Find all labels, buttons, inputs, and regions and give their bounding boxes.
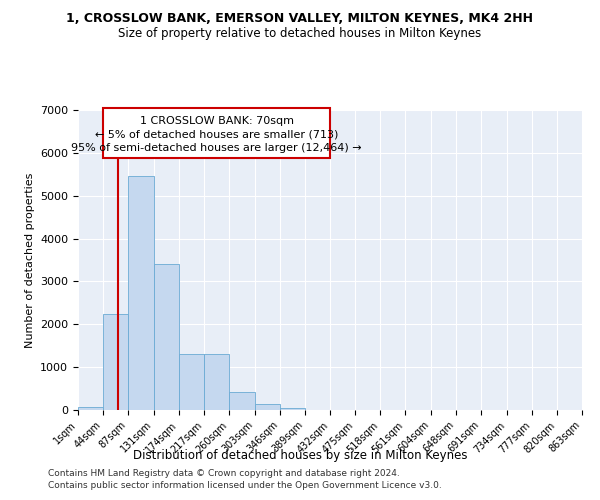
Bar <box>204 354 229 410</box>
Bar <box>254 404 280 410</box>
Bar <box>154 264 179 410</box>
Text: ← 5% of detached houses are smaller (713): ← 5% of detached houses are smaller (713… <box>95 129 338 139</box>
Text: Contains public sector information licensed under the Open Government Licence v3: Contains public sector information licen… <box>48 481 442 490</box>
Text: 1, CROSSLOW BANK, EMERSON VALLEY, MILTON KEYNES, MK4 2HH: 1, CROSSLOW BANK, EMERSON VALLEY, MILTON… <box>67 12 533 26</box>
Bar <box>78 406 103 410</box>
Y-axis label: Number of detached properties: Number of detached properties <box>25 172 35 348</box>
Bar <box>128 176 154 410</box>
Text: Contains HM Land Registry data © Crown copyright and database right 2024.: Contains HM Land Registry data © Crown c… <box>48 468 400 477</box>
Text: Distribution of detached houses by size in Milton Keynes: Distribution of detached houses by size … <box>133 448 467 462</box>
Text: Size of property relative to detached houses in Milton Keynes: Size of property relative to detached ho… <box>118 28 482 40</box>
Bar <box>229 392 254 410</box>
Bar <box>103 314 128 410</box>
Text: 1 CROSSLOW BANK: 70sqm: 1 CROSSLOW BANK: 70sqm <box>140 116 293 126</box>
Bar <box>103 108 330 158</box>
Bar <box>280 408 305 410</box>
Text: 95% of semi-detached houses are larger (12,464) →: 95% of semi-detached houses are larger (… <box>71 144 362 154</box>
Bar <box>179 354 204 410</box>
